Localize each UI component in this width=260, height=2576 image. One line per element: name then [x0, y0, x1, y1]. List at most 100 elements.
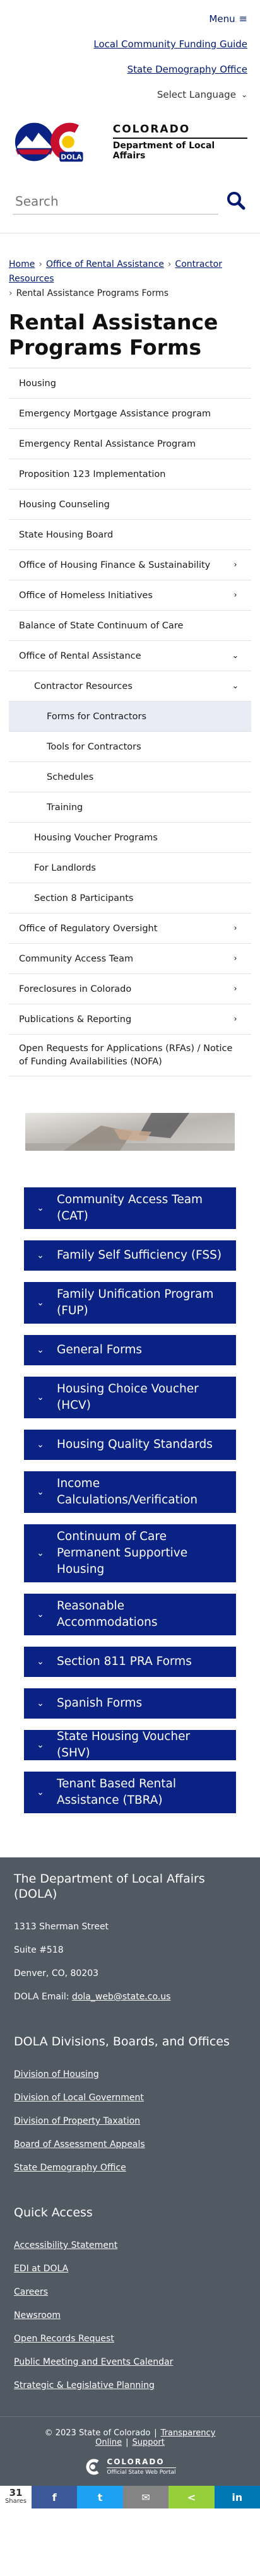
language-select[interactable]: Select Language ⌄ — [157, 89, 247, 100]
accordion-label: State Housing Voucher (SHV) — [57, 1730, 191, 1760]
sidenav-item-for-landlords[interactable]: For Landlords — [9, 853, 251, 883]
accordion-label: General Forms — [57, 1343, 143, 1356]
share-button-twitter[interactable]: t — [77, 2486, 123, 2508]
accordion-income-calculations-verification[interactable]: ⌄ Income Calculations/Verification — [24, 1471, 236, 1513]
accordion-section-811-pra-forms[interactable]: ⌄ Section 811 PRA Forms — [24, 1647, 236, 1677]
sidenav-item-publications-reporting[interactable]: Publications & Reporting › — [9, 1004, 251, 1035]
footer-link-division-of-property-taxation[interactable]: Division of Property Taxation — [14, 2116, 141, 2126]
email-link[interactable]: dola_web@state.co.us — [71, 1992, 171, 2002]
breadcrumb-current: Rental Assistance Programs Forms — [16, 288, 169, 298]
accordion-label: Reasonable Accommodations — [57, 1599, 158, 1629]
support-link[interactable]: Support — [132, 2438, 165, 2447]
chevron-right-icon[interactable]: › — [233, 924, 237, 933]
sidenav-item-label: For Landlords — [34, 862, 96, 873]
sidenav-item-housing-counseling[interactable]: Housing Counseling — [9, 490, 251, 520]
chevron-down-icon[interactable]: ⌄ — [232, 681, 239, 691]
sidenav-item-label: Community Access Team — [19, 953, 134, 964]
sidenav-item-open-requests-for-applications-rfas-noti[interactable]: Open Requests for Applications (RFAs) / … — [9, 1035, 251, 1076]
share-button-linkedin[interactable]: in — [214, 2486, 260, 2508]
facebook-icon: f — [52, 2491, 57, 2503]
sidenav-item-emergency-rental-assistance-program[interactable]: Emergency Rental Assistance Program — [9, 429, 251, 459]
site-footer: The Department of Local Affairs (DOLA) 1… — [0, 1857, 260, 2416]
chevron-down-icon: ⌄ — [37, 1548, 44, 1558]
sidenav-item-schedules[interactable]: Schedules — [9, 762, 251, 792]
sidenav-item-label: Office of Homeless Initiatives — [19, 590, 153, 601]
chevron-right-icon[interactable]: › — [233, 984, 237, 994]
share-button-email[interactable]: ✉ — [122, 2486, 169, 2508]
accordion-family-unification-program-fup[interactable]: ⌄ Family Unification Program (FUP) — [24, 1282, 236, 1324]
chevron-right-icon[interactable]: › — [233, 954, 237, 963]
accordion-community-access-team-cat[interactable]: ⌄ Community Access Team (CAT) — [24, 1187, 236, 1229]
footer-link-edi-at-dola[interactable]: EDI at DOLA — [14, 2264, 69, 2274]
sidenav-item-housing[interactable]: Housing — [9, 368, 251, 399]
handshake-photo-icon — [25, 1113, 235, 1151]
footer-link-strategic-planning[interactable]: Strategic & Legislative Planning — [14, 2380, 155, 2391]
accordion-state-housing-voucher-shv[interactable]: ⌄ State Housing Voucher (SHV) — [24, 1730, 236, 1760]
accordion-housing-choice-voucher-hcv[interactable]: ⌄ Housing Choice Voucher (HCV) — [24, 1377, 236, 1418]
portal-logo-sub: Official State Web Portal — [107, 2467, 176, 2476]
search-input[interactable] — [13, 189, 218, 215]
footer-link-board-of-assessment-appeals[interactable]: Board of Assessment Appeals — [14, 2139, 145, 2150]
breadcrumb-office-of-rental-assistance[interactable]: Office of Rental Assistance — [45, 259, 164, 269]
sidenav-item-community-access-team[interactable]: Community Access Team › — [9, 944, 251, 974]
site-logo[interactable]: DOLA COLORADO Department of Local Affair… — [0, 114, 260, 170]
sidenav-item-label: Emergency Mortgage Assistance program — [19, 408, 211, 419]
sidenav-item-tools-for-contractors[interactable]: Tools for Contractors — [9, 732, 251, 762]
sidenav-item-office-of-homeless-initiatives[interactable]: Office of Homeless Initiatives › — [9, 580, 251, 611]
colorado-portal-logo[interactable]: COLORADO Official State Web Portal — [9, 2457, 251, 2476]
sidenav-item-label: Foreclosures in Colorado — [19, 984, 132, 994]
chevron-down-icon: ⌄ — [37, 1203, 44, 1213]
sidenav-item-training[interactable]: Training — [9, 792, 251, 823]
logo-department: Department of Local Affairs — [112, 138, 247, 161]
footer-link-accessibility-statement[interactable]: Accessibility Statement — [14, 2240, 118, 2250]
sidenav-item-state-housing-board[interactable]: State Housing Board — [9, 520, 251, 550]
link-state-demography-office[interactable]: State Demography Office — [127, 64, 247, 75]
accordion-continuum-of-care-permanent-supportive-h[interactable]: ⌄ Continuum of Care Permanent Supportive … — [24, 1524, 236, 1582]
share-button-facebook[interactable]: f — [32, 2486, 78, 2508]
sidenav-item-office-of-rental-assistance[interactable]: Office of Rental Assistance ⌄ — [9, 641, 251, 671]
sidenav-item-office-of-regulatory-oversight[interactable]: Office of Regulatory Oversight › — [9, 914, 251, 944]
sidenav-item-label: Housing Voucher Programs — [34, 832, 158, 843]
accordion-label: Income Calculations/Verification — [57, 1477, 198, 1507]
transparency-online-link[interactable]: Transparency Online — [95, 2428, 216, 2447]
chevron-down-icon: ⌄ — [37, 1487, 44, 1497]
sidenav-item-proposition-123-implementation[interactable]: Proposition 123 Implementation — [9, 459, 251, 490]
accordion-tenant-based-rental-assistance-tbra[interactable]: ⌄ Tenant Based Rental Assistance (TBRA) — [24, 1772, 236, 1813]
accordion-reasonable-accommodations[interactable]: ⌄ Reasonable Accommodations — [24, 1594, 236, 1635]
sidenav-item-foreclosures-in-colorado[interactable]: Foreclosures in Colorado › — [9, 974, 251, 1004]
menu-button[interactable]: Menu ≡ — [209, 13, 247, 25]
sidenav-item-contractor-resources[interactable]: Contractor Resources ⌄ — [9, 671, 251, 702]
footer-link-division-of-local-government[interactable]: Division of Local Government — [14, 2093, 144, 2103]
sidenav-item-label: Office of Rental Assistance — [19, 650, 141, 661]
chevron-right-icon[interactable]: › — [233, 560, 237, 570]
footer-link-division-of-housing[interactable]: Division of Housing — [14, 2069, 99, 2079]
accordion-spanish-forms[interactable]: ⌄ Spanish Forms — [24, 1688, 236, 1719]
chevron-down-icon[interactable]: ⌄ — [232, 651, 239, 661]
footer-link-careers[interactable]: Careers — [14, 2287, 49, 2297]
sidenav-item-forms-for-contractors[interactable]: Forms for Contractors — [9, 702, 251, 732]
sidenav-item-balance-of-state-continuum-of-care[interactable]: Balance of State Continuum of Care — [9, 611, 251, 641]
breadcrumb-contractor-resources[interactable]: Contractor Resources — [9, 259, 222, 284]
footer-link-state-demography-office[interactable]: State Demography Office — [14, 2163, 126, 2173]
colorado-c-icon — [86, 2459, 99, 2474]
sidenav-item-label: Open Requests for Applications (RFAs) / … — [19, 1043, 233, 1067]
accordion-label: Housing Quality Standards — [57, 1438, 213, 1451]
footer-link-open-records-request[interactable]: Open Records Request — [14, 2334, 114, 2344]
breadcrumb-home[interactable]: Home — [9, 259, 35, 269]
search-button[interactable] — [225, 191, 247, 213]
sidenav-item-section-8-participants[interactable]: Section 8 Participants — [9, 883, 251, 914]
share-button-sharethis[interactable]: < — [168, 2486, 215, 2508]
footer-link-public-meeting-calendar[interactable]: Public Meeting and Events Calendar — [14, 2357, 174, 2367]
sidenav-item-emergency-mortgage-assistance-program[interactable]: Emergency Mortgage Assistance program — [9, 399, 251, 429]
accordion-housing-quality-standards[interactable]: ⌄ Housing Quality Standards — [24, 1430, 236, 1460]
chevron-right-icon[interactable]: › — [233, 591, 237, 600]
sidenav-item-housing-voucher-programs[interactable]: Housing Voucher Programs — [9, 823, 251, 853]
accordion-general-forms[interactable]: ⌄ General Forms — [24, 1335, 236, 1365]
share-bar: 31 Shares f t ✉ < in — [0, 2486, 260, 2508]
chevron-right-icon[interactable]: › — [233, 1015, 237, 1024]
footer-link-newsroom[interactable]: Newsroom — [14, 2310, 61, 2320]
sidenav-item-label: Tools for Contractors — [47, 741, 141, 752]
sidenav-item-office-of-housing-finance-sustainability[interactable]: Office of Housing Finance & Sustainabili… — [9, 550, 251, 580]
accordion-family-self-sufficiency-fss[interactable]: ⌄ Family Self Sufficiency (FSS) — [24, 1240, 236, 1271]
link-local-community-funding-guide[interactable]: Local Community Funding Guide — [93, 38, 247, 50]
